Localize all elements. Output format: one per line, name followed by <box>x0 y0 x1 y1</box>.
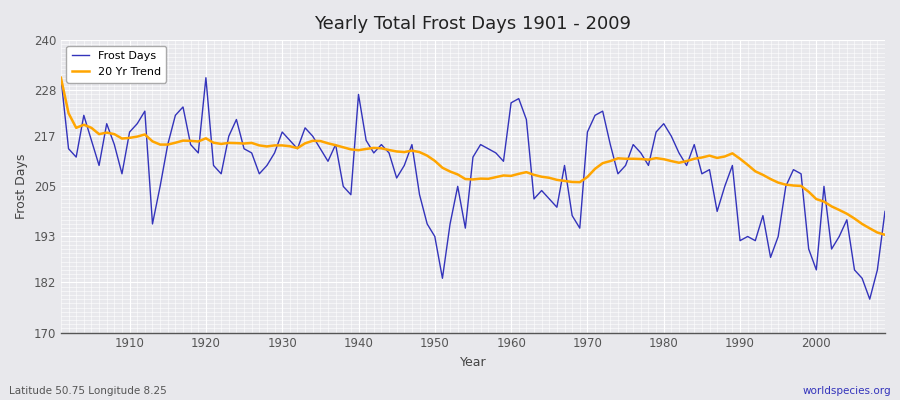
Frost Days <box>598 109 608 114</box>
20 Yr Trend <box>284 144 295 149</box>
Frost Days <box>879 209 890 214</box>
Y-axis label: Frost Days: Frost Days <box>15 154 28 219</box>
Frost Days <box>330 142 341 147</box>
Legend: Frost Days, 20 Yr Trend: Frost Days, 20 Yr Trend <box>67 46 166 82</box>
20 Yr Trend <box>56 75 67 80</box>
20 Yr Trend <box>498 173 508 178</box>
Frost Days <box>284 138 295 143</box>
Text: Latitude 50.75 Longitude 8.25: Latitude 50.75 Longitude 8.25 <box>9 386 166 396</box>
Frost Days <box>864 297 875 302</box>
Frost Days <box>498 159 508 164</box>
Frost Days <box>117 172 128 176</box>
20 Yr Trend <box>117 136 128 141</box>
Title: Yearly Total Frost Days 1901 - 2009: Yearly Total Frost Days 1901 - 2009 <box>314 15 632 33</box>
Text: worldspecies.org: worldspecies.org <box>803 386 891 396</box>
20 Yr Trend <box>879 232 890 237</box>
Line: Frost Days: Frost Days <box>61 78 885 299</box>
X-axis label: Year: Year <box>460 356 486 369</box>
20 Yr Trend <box>506 174 517 178</box>
Frost Days <box>506 100 517 105</box>
20 Yr Trend <box>598 161 608 166</box>
Line: 20 Yr Trend: 20 Yr Trend <box>61 78 885 235</box>
Frost Days <box>56 75 67 80</box>
20 Yr Trend <box>330 143 341 148</box>
